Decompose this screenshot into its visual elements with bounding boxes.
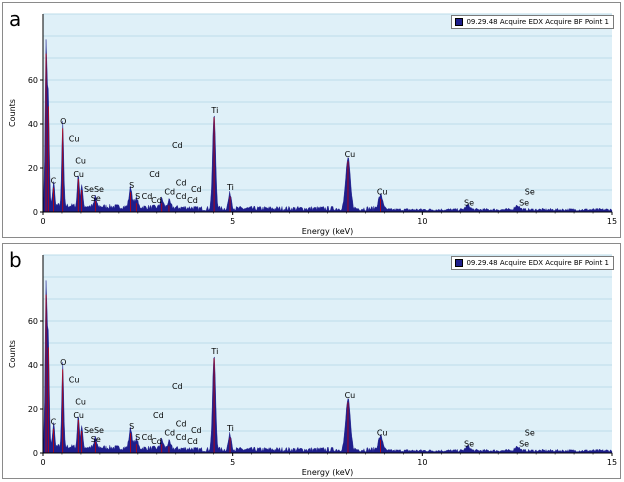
- legend-text-a: 09.29.48 Acquire EDX Acquire BF Point 1: [466, 18, 609, 26]
- peak-annotation: Ti: [226, 424, 234, 433]
- peak-annotation: Se: [464, 439, 474, 448]
- spectrum-panel-a: 0 20 40 60 0 5 10 15 Energy (keV) Counts C O Cu Cu Cu S…: [2, 2, 621, 238]
- x-tick-label: 10: [417, 458, 427, 467]
- peak-annotation: Cd: [176, 433, 187, 442]
- spectrum-panel-b: 0 20 40 60 0 5 10 15 Energy (keV) Counts C O Cu Cu Cu S…: [2, 243, 621, 479]
- peak-annotation: S: [129, 422, 134, 431]
- x-tick-label: 15: [607, 458, 617, 467]
- x-axis-label: Energy (keV): [302, 227, 354, 236]
- y-tick-label: 60: [28, 317, 38, 326]
- peak-annotation: Cd: [153, 411, 164, 420]
- y-axis-label: Counts: [8, 340, 17, 368]
- x-tick-label: 0: [40, 458, 45, 467]
- x-tick-label: 5: [230, 217, 235, 226]
- peak-annotation: Cd: [191, 426, 202, 435]
- peak-annotation: S: [129, 181, 134, 190]
- peak-annotation: Cd: [176, 192, 187, 201]
- peak-annotation: Cd: [142, 192, 153, 201]
- spectrum-area: [42, 280, 613, 454]
- y-tick-label: 60: [28, 76, 38, 85]
- x-tick-label: 15: [607, 217, 617, 226]
- peak-annotation: Se: [464, 198, 474, 207]
- x-tick-label: 5: [230, 458, 235, 467]
- peak-annotation: Cu: [69, 135, 80, 144]
- peak-annotation: Cd: [187, 196, 198, 205]
- peak-annotation: Cd: [176, 179, 187, 188]
- peak-annotation: Cd: [191, 185, 202, 194]
- y-tick-label: 0: [33, 208, 38, 217]
- peak-annotation: Se: [91, 194, 101, 203]
- peak-annotation: Cd: [187, 437, 198, 446]
- peak-annotation: S: [135, 433, 140, 442]
- peak-annotation: O: [60, 358, 66, 367]
- peak-annotation: O: [60, 117, 66, 126]
- peak-annotation: Cd: [151, 437, 162, 446]
- peak-annotation: Se: [525, 187, 535, 196]
- peak-annotation: Ti: [210, 106, 218, 115]
- peak-annotation: Cu: [73, 411, 84, 420]
- peak-annotation: Cu: [73, 170, 84, 179]
- peak-annotation: SeSe: [84, 426, 104, 435]
- peak-annotation: Cu: [345, 150, 356, 159]
- peak-annotation: Ti: [210, 347, 218, 356]
- peak-annotation: SeSe: [84, 185, 104, 194]
- legend-swatch-b: [455, 259, 464, 267]
- peak-annotation: Cd: [172, 382, 183, 391]
- y-tick-label: 0: [33, 449, 38, 458]
- plot-area: [43, 14, 612, 212]
- y-tick-label: 20: [28, 405, 38, 414]
- peak-annotation: C: [51, 176, 57, 185]
- peak-annotation: Ti: [226, 183, 234, 192]
- y-tick-label: 20: [28, 164, 38, 173]
- peak-annotation: S: [135, 192, 140, 201]
- legend-b: 09.29.48 Acquire EDX Acquire BF Point 1: [451, 256, 614, 270]
- x-axis-label: Energy (keV): [302, 468, 354, 477]
- x-tick-label: 10: [417, 217, 427, 226]
- peak-annotation: Se: [525, 428, 535, 437]
- peak-annotation: Cd: [172, 141, 183, 150]
- peak-annotation: Cu: [75, 157, 86, 166]
- legend-text-b: 09.29.48 Acquire EDX Acquire BF Point 1: [466, 259, 609, 267]
- y-tick-label: 40: [28, 361, 38, 370]
- legend-a: 09.29.48 Acquire EDX Acquire BF Point 1: [451, 15, 614, 29]
- peak-annotation: Se: [91, 435, 101, 444]
- panel-label-a: a: [9, 7, 22, 31]
- peak-annotation: Cu: [345, 391, 356, 400]
- peak-annotation: Cd: [142, 433, 153, 442]
- peak-annotation: Se: [519, 198, 529, 207]
- peak-annotation: Cd: [164, 187, 175, 196]
- peak-annotation: Cd: [151, 196, 162, 205]
- y-tick-label: 40: [28, 120, 38, 129]
- x-tick-label: 0: [40, 217, 45, 226]
- plot-area: [43, 255, 612, 453]
- peak-annotation: Cu: [377, 428, 388, 437]
- peak-annotation: Cd: [176, 420, 187, 429]
- peak-annotation: Cu: [75, 398, 86, 407]
- peak-annotation: Cd: [149, 170, 160, 179]
- legend-swatch-a: [455, 18, 464, 26]
- peak-annotation: Cu: [69, 376, 80, 385]
- peak-annotation: C: [51, 417, 57, 426]
- panel-label-b: b: [9, 248, 22, 272]
- peak-annotation: Se: [519, 439, 529, 448]
- y-axis-label: Counts: [8, 99, 17, 127]
- peak-annotation: Cd: [164, 428, 175, 437]
- peak-annotation: Cu: [377, 187, 388, 196]
- spectrum-area: [42, 39, 613, 213]
